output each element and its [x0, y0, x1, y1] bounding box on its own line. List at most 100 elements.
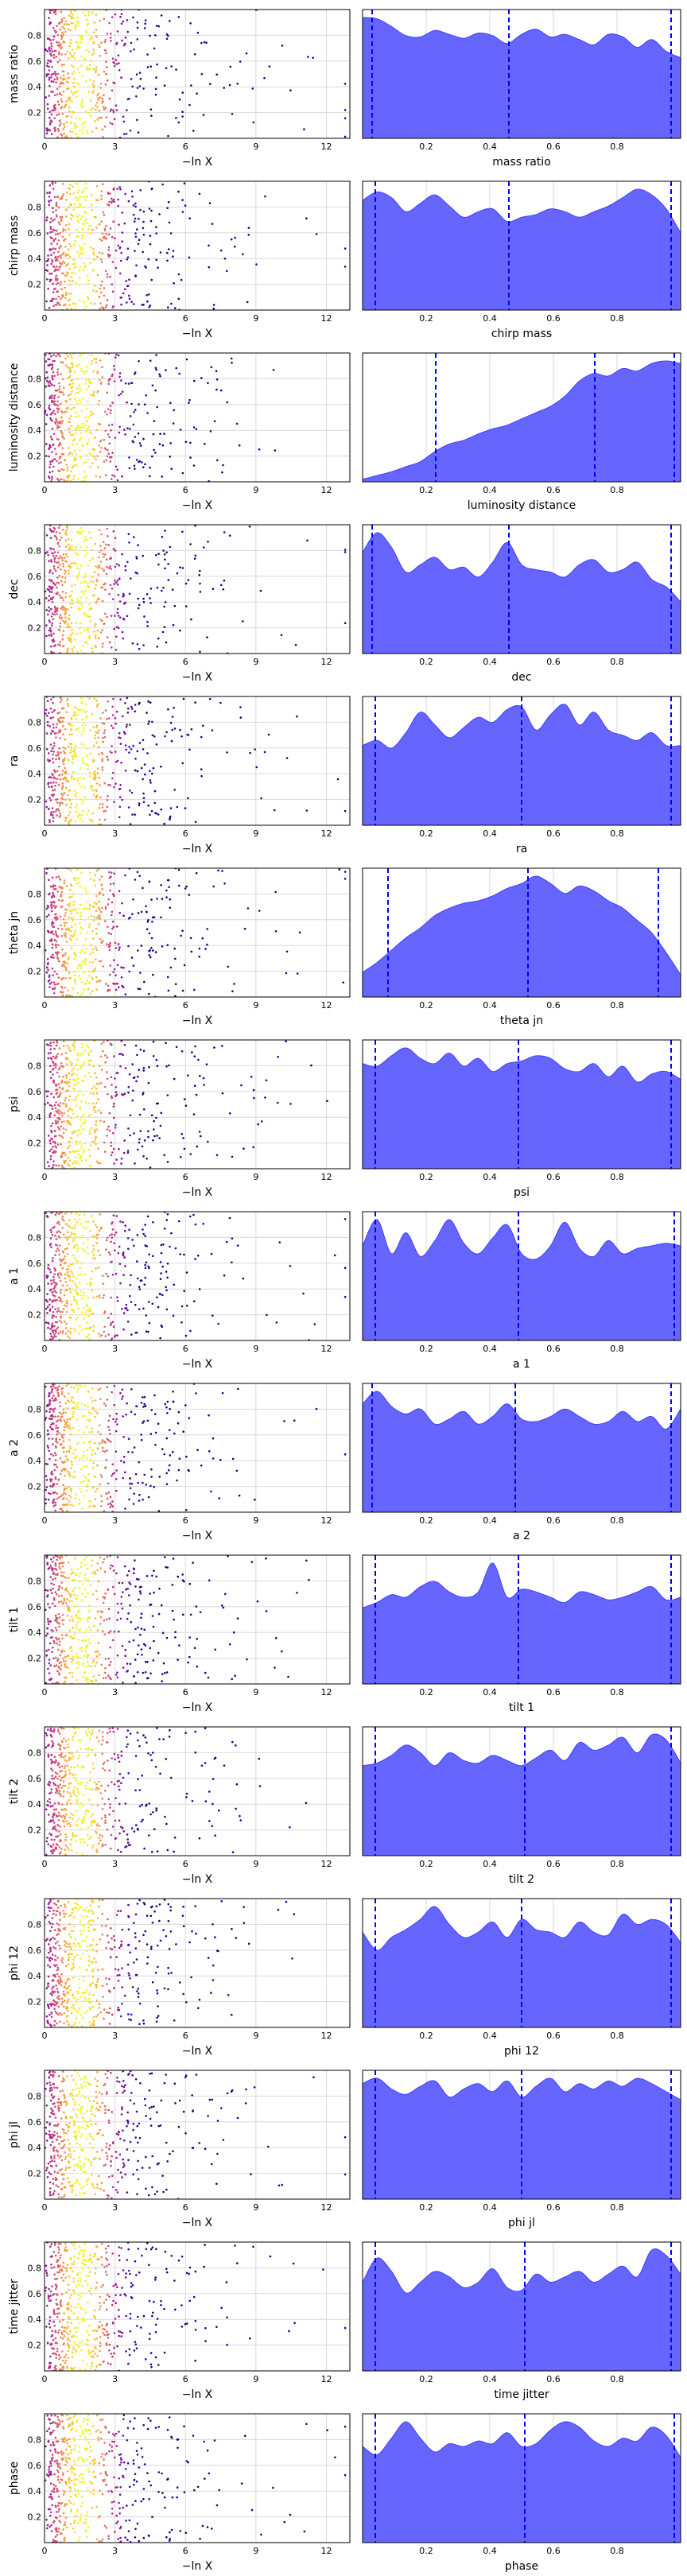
trace-point — [305, 217, 308, 220]
trace-point — [109, 33, 112, 35]
trace-point — [63, 262, 66, 265]
trace-point — [118, 986, 120, 989]
trace-point — [162, 587, 165, 589]
trace-point — [65, 1077, 68, 1079]
trace-point — [65, 1299, 68, 1302]
trace-point — [142, 466, 145, 468]
trace-point — [60, 468, 64, 471]
trace-point — [45, 1090, 48, 1092]
trace-point — [56, 890, 59, 893]
trace-point — [90, 382, 92, 385]
trace-point — [199, 569, 201, 572]
trace-point — [71, 995, 73, 997]
trace-point — [112, 530, 115, 533]
trace-point — [80, 918, 83, 920]
x-tick-label: 9 — [253, 1172, 258, 1182]
trace-point — [110, 871, 113, 874]
trace-point — [68, 896, 71, 898]
trace-point — [111, 777, 114, 780]
trace-point — [149, 1484, 152, 1488]
trace-point — [114, 722, 117, 725]
trace-point — [177, 1220, 180, 1223]
trace-point — [60, 580, 63, 583]
trace-point — [85, 596, 87, 599]
trace-point — [46, 192, 49, 194]
trace-point — [64, 968, 68, 971]
trace-point — [64, 1255, 66, 1258]
trace-point — [121, 1093, 123, 1096]
trace-point — [100, 280, 103, 283]
trace-point — [60, 1164, 64, 1167]
trace-point — [152, 1055, 155, 1057]
trace-point — [114, 615, 116, 617]
trace-point — [149, 1166, 152, 1169]
trace-point — [48, 595, 51, 597]
trace-point — [229, 1112, 231, 1115]
trace-point — [103, 236, 106, 239]
trace-point — [60, 18, 64, 21]
trace-point — [61, 638, 64, 641]
trace-point — [121, 231, 124, 234]
trace-point — [83, 242, 86, 245]
trace-point — [128, 541, 130, 544]
trace-point — [155, 25, 158, 27]
trace-point — [198, 956, 200, 958]
trace-point — [167, 989, 170, 992]
trace-point — [59, 265, 62, 268]
trace-point — [57, 396, 60, 398]
trace-point — [127, 1127, 130, 1130]
trace-point — [68, 994, 72, 997]
trace-point — [51, 383, 53, 386]
trace-point — [58, 545, 61, 548]
trace-point — [47, 384, 50, 387]
trace-point — [134, 571, 138, 574]
trace-point — [49, 397, 51, 400]
trace-point — [142, 210, 146, 213]
trace-point — [177, 190, 180, 193]
trace-point — [118, 372, 122, 374]
trace-point — [60, 37, 63, 41]
trace-point — [130, 705, 133, 708]
trace-point — [71, 947, 73, 949]
trace-point — [107, 700, 109, 703]
trace-point — [226, 270, 228, 273]
trace-point — [315, 233, 318, 235]
trace-point — [107, 535, 109, 537]
trace-point — [127, 200, 130, 203]
trace-point — [57, 557, 60, 560]
trace-point — [113, 583, 115, 585]
trace-point — [73, 778, 76, 781]
trace-point — [113, 1162, 115, 1165]
trace-point — [56, 1492, 58, 1495]
trace-point — [55, 918, 57, 921]
trace-point — [172, 623, 175, 627]
trace-point — [65, 525, 68, 527]
trace-point — [83, 1049, 87, 1052]
trace-point — [89, 99, 92, 102]
trace-point — [51, 1326, 53, 1329]
trace-point — [149, 305, 152, 307]
trace-point — [109, 192, 111, 195]
trace-point — [152, 1040, 155, 1043]
trace-point — [47, 613, 49, 616]
trace-point — [87, 425, 90, 428]
trace-point — [155, 232, 157, 235]
trace-point — [86, 18, 88, 21]
trace-point — [54, 1213, 56, 1216]
trace-point — [51, 591, 53, 593]
trace-point — [56, 723, 58, 726]
trace-point — [71, 632, 74, 634]
trace-point — [129, 789, 131, 792]
trace-point — [85, 48, 88, 52]
posterior-kde-panel: 0.2 0.4 0.6 0.8a 1 — [362, 1211, 681, 1371]
trace-point — [52, 933, 55, 936]
trace-point — [50, 42, 52, 45]
trace-point — [95, 637, 97, 639]
trace-point — [76, 1069, 79, 1071]
trace-point — [105, 72, 107, 76]
trace-point — [68, 1472, 71, 1474]
trace-point — [88, 603, 91, 606]
trace-point — [50, 1212, 53, 1214]
